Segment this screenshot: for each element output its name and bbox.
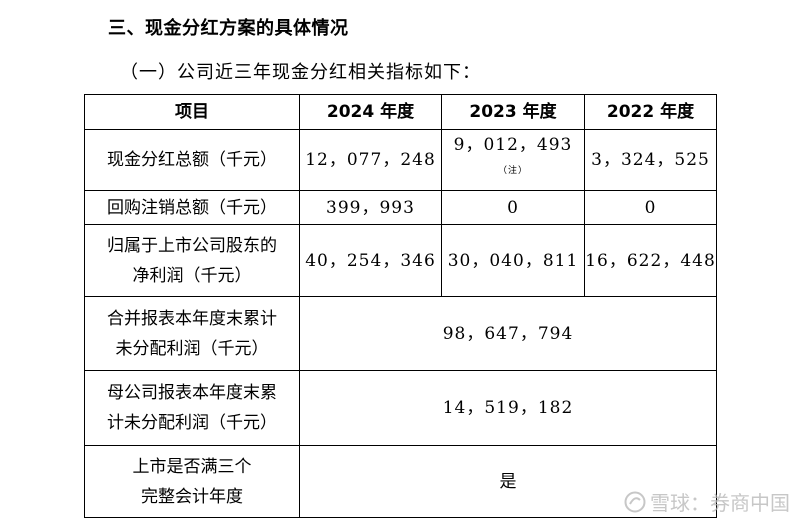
dividend-indicators-table: 项目 2024 年度 2023 年度 2022 年度 现金分红总额（千元） 12… bbox=[84, 94, 717, 518]
header-2023: 2023 年度 bbox=[441, 94, 585, 130]
row-label: 合并报表本年度末累计 未分配利润（千元） bbox=[84, 296, 300, 371]
header-item: 项目 bbox=[84, 94, 300, 130]
table-row: 母公司报表本年度末累 计未分配利润（千元） 14，519，182 bbox=[84, 370, 717, 446]
row-label-line1: 母公司报表本年度末累 bbox=[107, 383, 277, 403]
cell-2024: 12，077，248 bbox=[299, 129, 442, 191]
row-label: 回购注销总额（千元） bbox=[84, 190, 300, 225]
table-row: 回购注销总额（千元） 399，993 0 0 bbox=[84, 190, 717, 225]
row-label: 母公司报表本年度末累 计未分配利润（千元） bbox=[84, 370, 300, 446]
section-heading: 三、现金分红方案的具体情况 bbox=[108, 18, 349, 39]
cell-2023: 9，012，493 （注） bbox=[441, 129, 585, 191]
row-label-line1: 归属于上市公司股东的 bbox=[107, 235, 277, 256]
watermark: 雪球：券商中国 bbox=[624, 487, 790, 516]
row-label: 现金分红总额（千元） bbox=[84, 129, 300, 191]
row-label-line1: 合并报表本年度末累计 bbox=[107, 308, 277, 329]
row-label-line2: 净利润（千元） bbox=[132, 265, 252, 286]
table-row: 合并报表本年度末累计 未分配利润（千元） 98，647，794 bbox=[84, 296, 717, 371]
watermark-text: 雪球：券商中国 bbox=[650, 491, 790, 515]
merged-value-cell: 是 bbox=[299, 445, 717, 518]
table-row: 归属于上市公司股东的 净利润（千元） 40，254，346 30，040，811… bbox=[84, 224, 717, 297]
cell-2024: 399，993 bbox=[299, 190, 442, 225]
table-row: 现金分红总额（千元） 12，077，248 9，012，493 （注） 3，324… bbox=[84, 129, 717, 191]
row-label: 上市是否满三个 完整会计年度 bbox=[84, 445, 300, 518]
footnote-marker: （注） bbox=[497, 166, 528, 176]
subsection-heading: （一）公司近三年现金分红相关指标如下： bbox=[120, 62, 481, 83]
cell-2023: 30，040，811 bbox=[441, 224, 585, 297]
cell-2022: 0 bbox=[584, 190, 717, 225]
header-2024: 2024 年度 bbox=[299, 94, 442, 130]
header-2022: 2022 年度 bbox=[584, 94, 717, 130]
snowball-logo-icon bbox=[624, 491, 646, 513]
row-label-line2: 计未分配利润（千元） bbox=[107, 413, 277, 433]
row-label-line1: 上市是否满三个 bbox=[132, 456, 252, 477]
table-header-row: 项目 2024 年度 2023 年度 2022 年度 bbox=[84, 94, 717, 130]
row-label-line2: 完整会计年度 bbox=[141, 486, 243, 507]
cell-2023-value: 9，012，493 bbox=[453, 135, 573, 155]
cell-2022: 16，622，448 bbox=[584, 224, 717, 297]
row-label-line2: 未分配利润（千元） bbox=[115, 338, 269, 359]
merged-value-cell: 14，519，182 bbox=[299, 370, 717, 446]
table-row: 上市是否满三个 完整会计年度 是 bbox=[84, 445, 717, 518]
cell-2022: 3，324，525 bbox=[584, 129, 717, 191]
cell-2023: 0 bbox=[441, 190, 585, 225]
merged-value-cell: 98，647，794 bbox=[299, 296, 717, 371]
row-label: 归属于上市公司股东的 净利润（千元） bbox=[84, 224, 300, 297]
cell-2024: 40，254，346 bbox=[299, 224, 442, 297]
